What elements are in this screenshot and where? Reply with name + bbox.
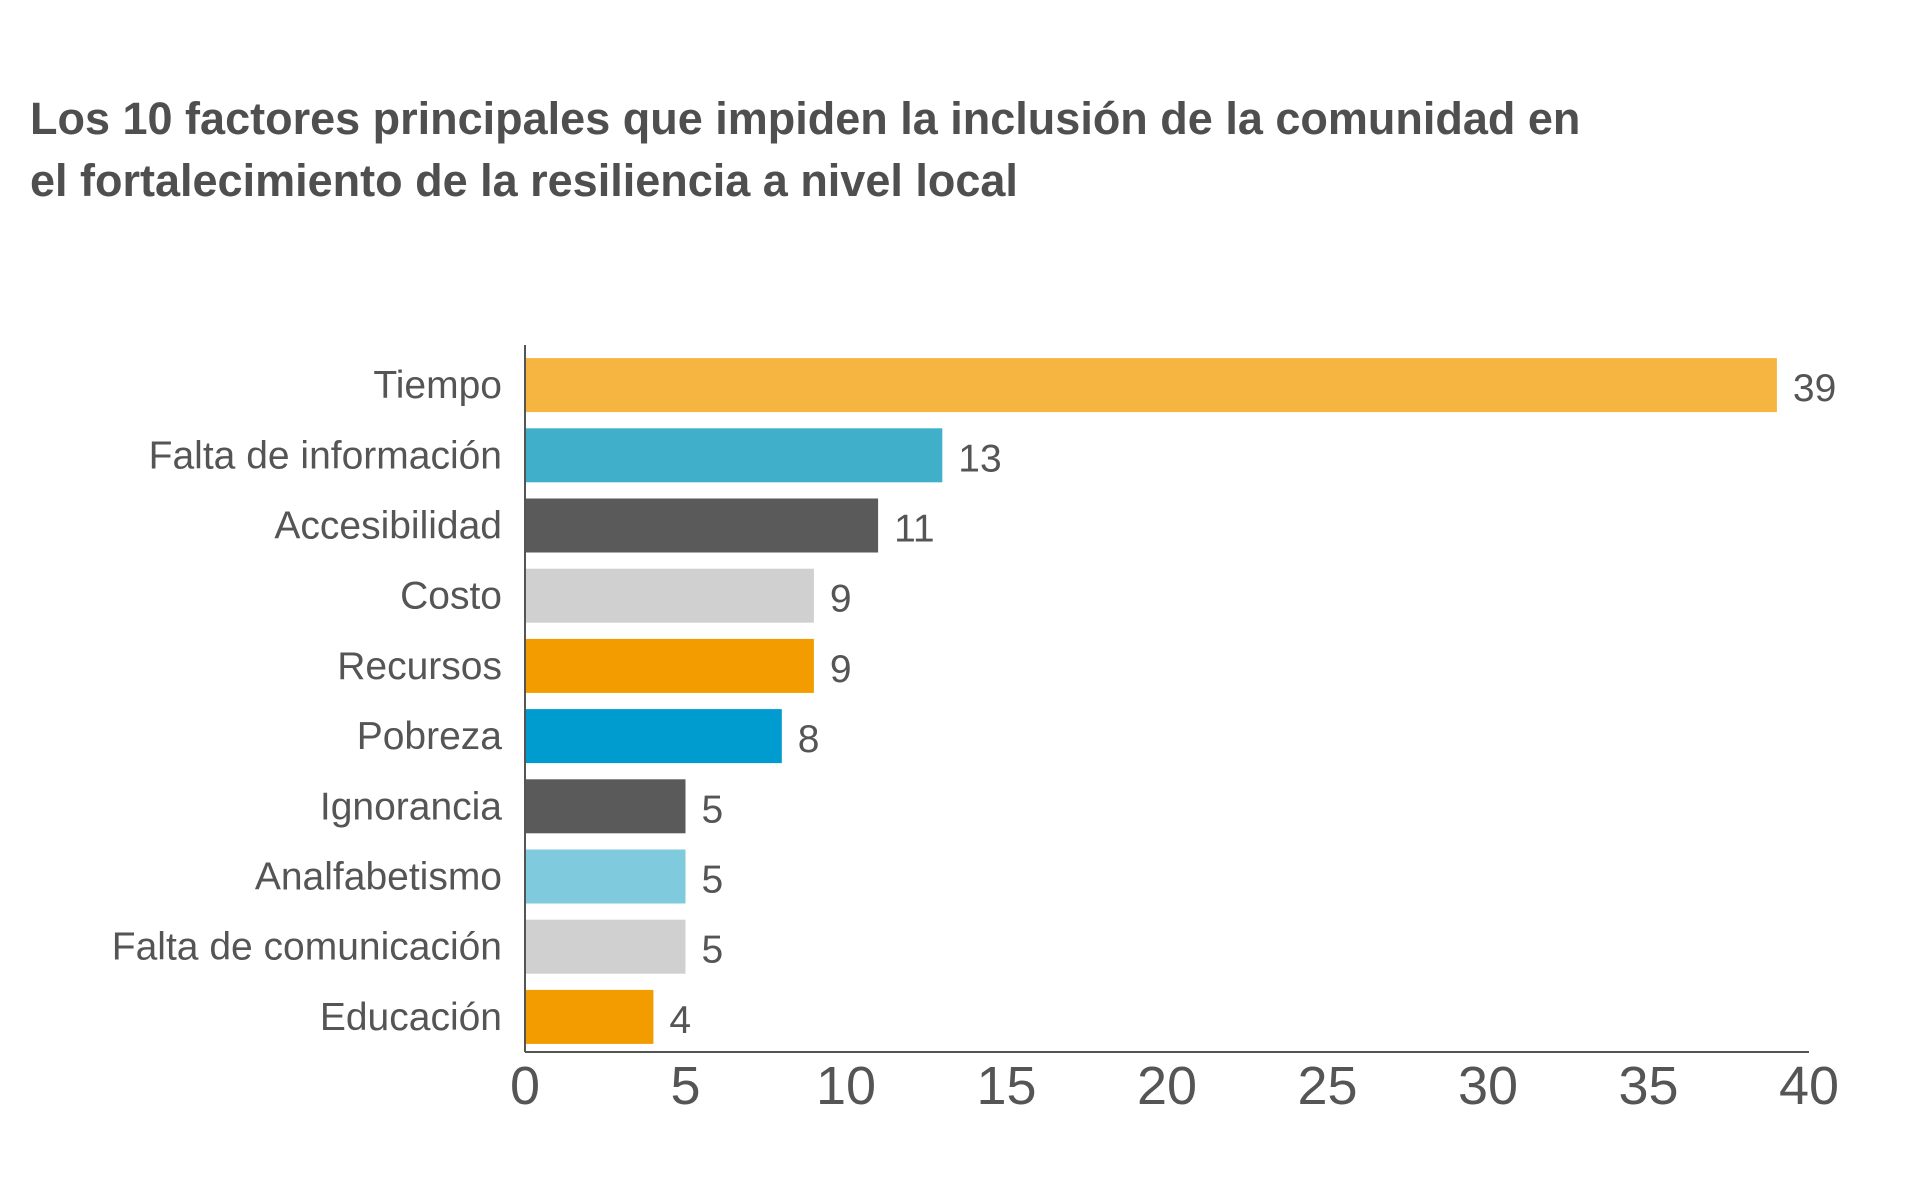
- category-labels-group: Tiempo Falta de información Accesibilidad C…: [112, 364, 503, 1039]
- bar-falta-de-comunicacion: [525, 919, 686, 974]
- bar-accesibilidad: [525, 498, 879, 553]
- x-tick-label-0: 0: [510, 1056, 540, 1116]
- category-label-costo: Costo: [400, 575, 502, 618]
- x-tick-labels-group: 0 5 10 15 20 25 30 35 40: [510, 1056, 1839, 1116]
- bar-tiempo: [525, 358, 1777, 413]
- bars-group: [525, 358, 1777, 1044]
- category-label-educacion: Educación: [320, 996, 502, 1039]
- category-label-tiempo: Tiempo: [373, 364, 502, 407]
- category-label-recursos: Recursos: [337, 645, 502, 688]
- category-label-falta-de-informacion: Falta de información: [149, 434, 502, 477]
- x-tick-label-35: 35: [1618, 1056, 1678, 1116]
- category-label-falta-de-comunicacion: Falta de comunicación: [112, 926, 502, 969]
- value-label-tiempo: 39: [1793, 367, 1836, 410]
- x-tick-label-25: 25: [1297, 1056, 1357, 1116]
- value-label-educacion: 4: [669, 999, 691, 1042]
- x-tick-label-5: 5: [670, 1056, 700, 1116]
- bar-educacion: [525, 989, 654, 1044]
- value-label-ignorancia: 5: [702, 788, 724, 831]
- value-label-pobreza: 8: [798, 718, 820, 761]
- value-label-recursos: 9: [830, 648, 852, 691]
- x-tick-label-15: 15: [976, 1056, 1036, 1116]
- bar-recursos: [525, 638, 814, 693]
- value-label-falta-de-informacion: 13: [958, 437, 1001, 480]
- bar-costo: [525, 568, 814, 623]
- bar-ignorancia: [525, 779, 686, 834]
- value-label-accesibilidad: 11: [894, 508, 935, 551]
- x-tick-label-30: 30: [1458, 1056, 1518, 1116]
- bar-pobreza: [525, 709, 782, 764]
- bar-analfabetismo: [525, 849, 686, 904]
- chart-title: Los 10 factores principales que impiden …: [30, 93, 1581, 206]
- value-label-falta-de-comunicacion: 5: [702, 929, 724, 972]
- category-label-ignorancia: Ignorancia: [320, 785, 502, 828]
- category-label-accesibilidad: Accesibilidad: [274, 505, 502, 548]
- x-tick-label-20: 20: [1137, 1056, 1197, 1116]
- bar-falta-de-informacion: [525, 428, 943, 483]
- category-label-analfabetismo: Analfabetismo: [255, 856, 502, 899]
- value-label-analfabetismo: 5: [702, 859, 724, 902]
- x-tick-label-40: 40: [1779, 1056, 1839, 1116]
- x-tick-label-10: 10: [816, 1056, 876, 1116]
- category-label-pobreza: Pobreza: [357, 715, 503, 758]
- value-label-costo: 9: [830, 578, 852, 621]
